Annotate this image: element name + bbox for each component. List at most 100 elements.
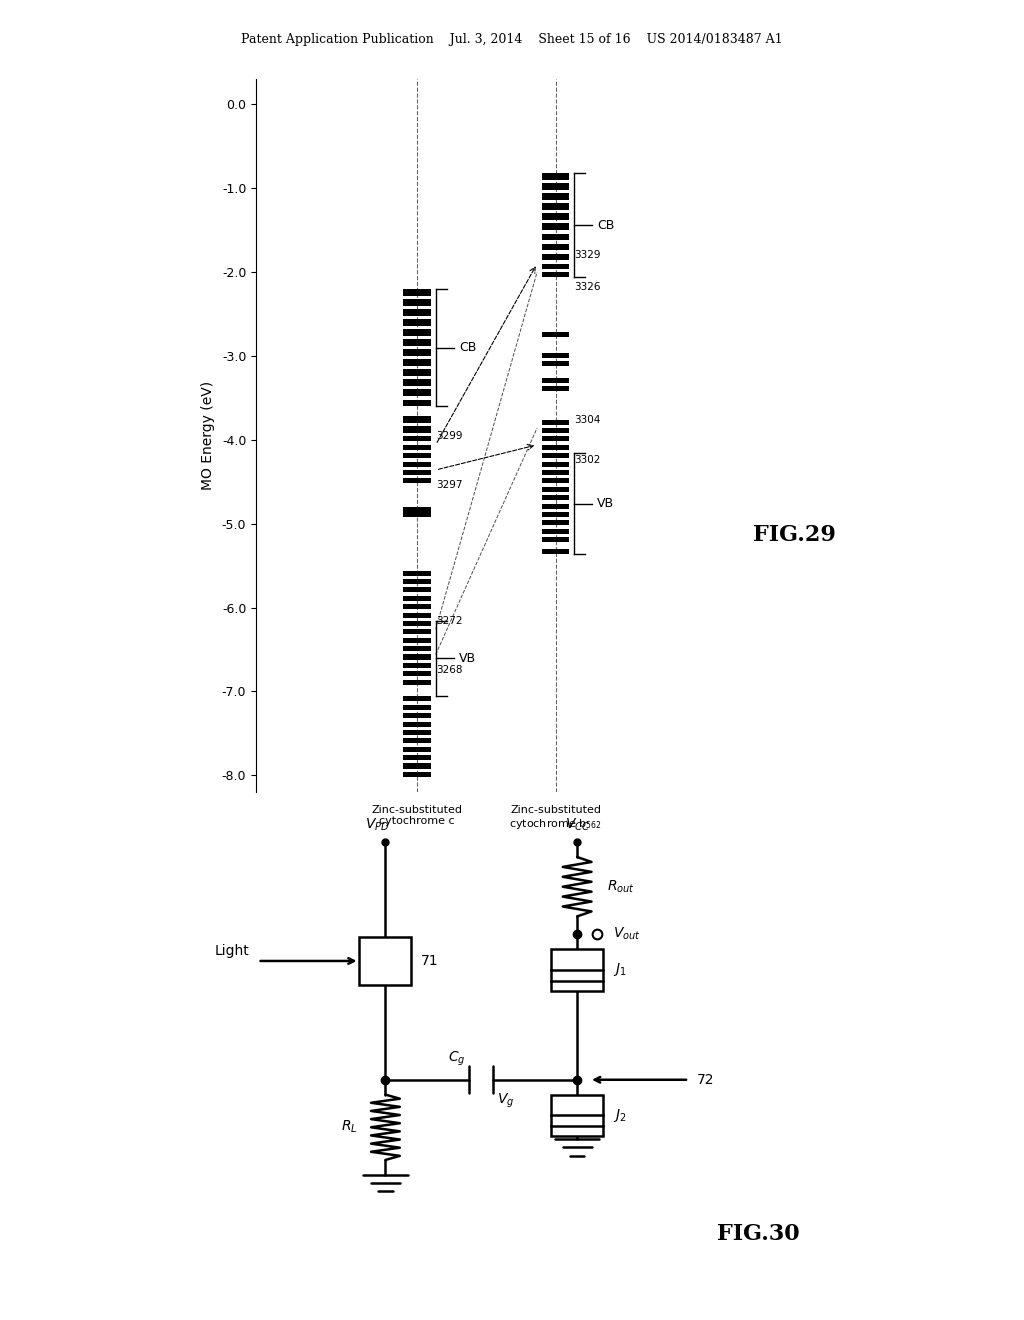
Text: $C_g$: $C_g$ [447,1049,465,1068]
Bar [403,370,431,376]
Bar [403,680,431,685]
Bar [551,1094,603,1137]
Bar [542,478,569,483]
Bar [403,747,431,752]
Bar [403,400,431,407]
Bar [542,223,569,230]
Bar [403,570,431,576]
Bar [403,389,431,396]
Bar [403,730,431,735]
Bar [542,193,569,199]
Bar [542,487,569,492]
Bar [542,437,569,441]
Text: 3299: 3299 [436,432,462,441]
Text: FIG.29: FIG.29 [753,524,836,545]
Bar [542,428,569,433]
Text: CB: CB [459,341,476,354]
Bar [403,379,431,387]
Bar [542,549,569,554]
Text: Zinc-substituted
cytochrome b$_{562}$: Zinc-substituted cytochrome b$_{562}$ [509,805,602,830]
Text: 3297: 3297 [436,480,462,490]
Text: 3268: 3268 [436,664,462,675]
Bar [403,763,431,768]
Text: $V_{CC}$: $V_{CC}$ [564,817,590,833]
Bar [542,512,569,517]
Bar [403,437,431,441]
Bar [403,638,431,643]
Bar [403,579,431,583]
Bar [542,529,569,533]
Bar [542,272,569,277]
Bar [542,173,569,180]
Bar [542,420,569,425]
Text: Light: Light [215,944,250,958]
Bar [542,470,569,475]
Text: $V_{out}$: $V_{out}$ [613,927,641,942]
Text: FIG.30: FIG.30 [717,1224,800,1245]
Bar [542,203,569,210]
Bar [542,264,569,269]
Text: Patent Application Publication    Jul. 3, 2014    Sheet 15 of 16    US 2014/0183: Patent Application Publication Jul. 3, 2… [242,33,782,46]
Text: $V_{PD}$: $V_{PD}$ [366,817,390,833]
Bar [542,495,569,500]
Bar [542,360,569,366]
Bar [403,426,431,433]
Bar [403,663,431,668]
Bar [542,445,569,450]
Bar [359,937,412,985]
Bar [542,462,569,467]
Bar [542,244,569,251]
Bar [403,470,431,475]
Bar [542,352,569,358]
Bar [403,645,431,651]
Bar [403,697,431,701]
Bar [403,359,431,366]
Text: 71: 71 [421,954,438,968]
Bar [403,612,431,618]
Bar [403,329,431,335]
Text: $J_1$: $J_1$ [612,961,627,978]
Bar [403,655,431,660]
Bar [542,378,569,383]
Bar [403,309,431,315]
Text: VB: VB [597,498,614,510]
Bar [403,289,431,296]
Text: 3329: 3329 [573,251,600,260]
Text: 3326: 3326 [573,282,600,292]
Bar [542,520,569,525]
Bar [403,462,431,467]
Bar [542,503,569,508]
Bar [542,214,569,220]
Bar [403,319,431,326]
Bar [542,453,569,458]
Bar [403,453,431,458]
Text: 72: 72 [697,1073,715,1086]
Bar [403,478,431,483]
Text: VB: VB [459,652,476,665]
Text: 3302: 3302 [573,455,600,465]
Text: 3304: 3304 [573,414,600,425]
Text: $V_g$: $V_g$ [498,1092,514,1110]
Bar [403,339,431,346]
Bar [403,755,431,760]
Bar [542,387,569,391]
Text: CB: CB [597,219,614,231]
Bar [403,722,431,726]
Text: $J_2$: $J_2$ [612,1107,627,1123]
Bar [403,298,431,306]
Text: $R_{out}$: $R_{out}$ [607,879,635,895]
Bar [403,350,431,356]
Bar [542,234,569,240]
Text: Zinc-substituted
cytochrome c: Zinc-substituted cytochrome c [372,805,463,826]
Bar [403,672,431,676]
Bar [403,620,431,626]
Bar [403,595,431,601]
Bar [403,605,431,610]
Bar [542,333,569,338]
Bar [403,587,431,593]
Bar [403,630,431,635]
Bar [551,949,603,990]
Bar [403,507,431,512]
Bar [403,416,431,422]
Bar [403,772,431,777]
